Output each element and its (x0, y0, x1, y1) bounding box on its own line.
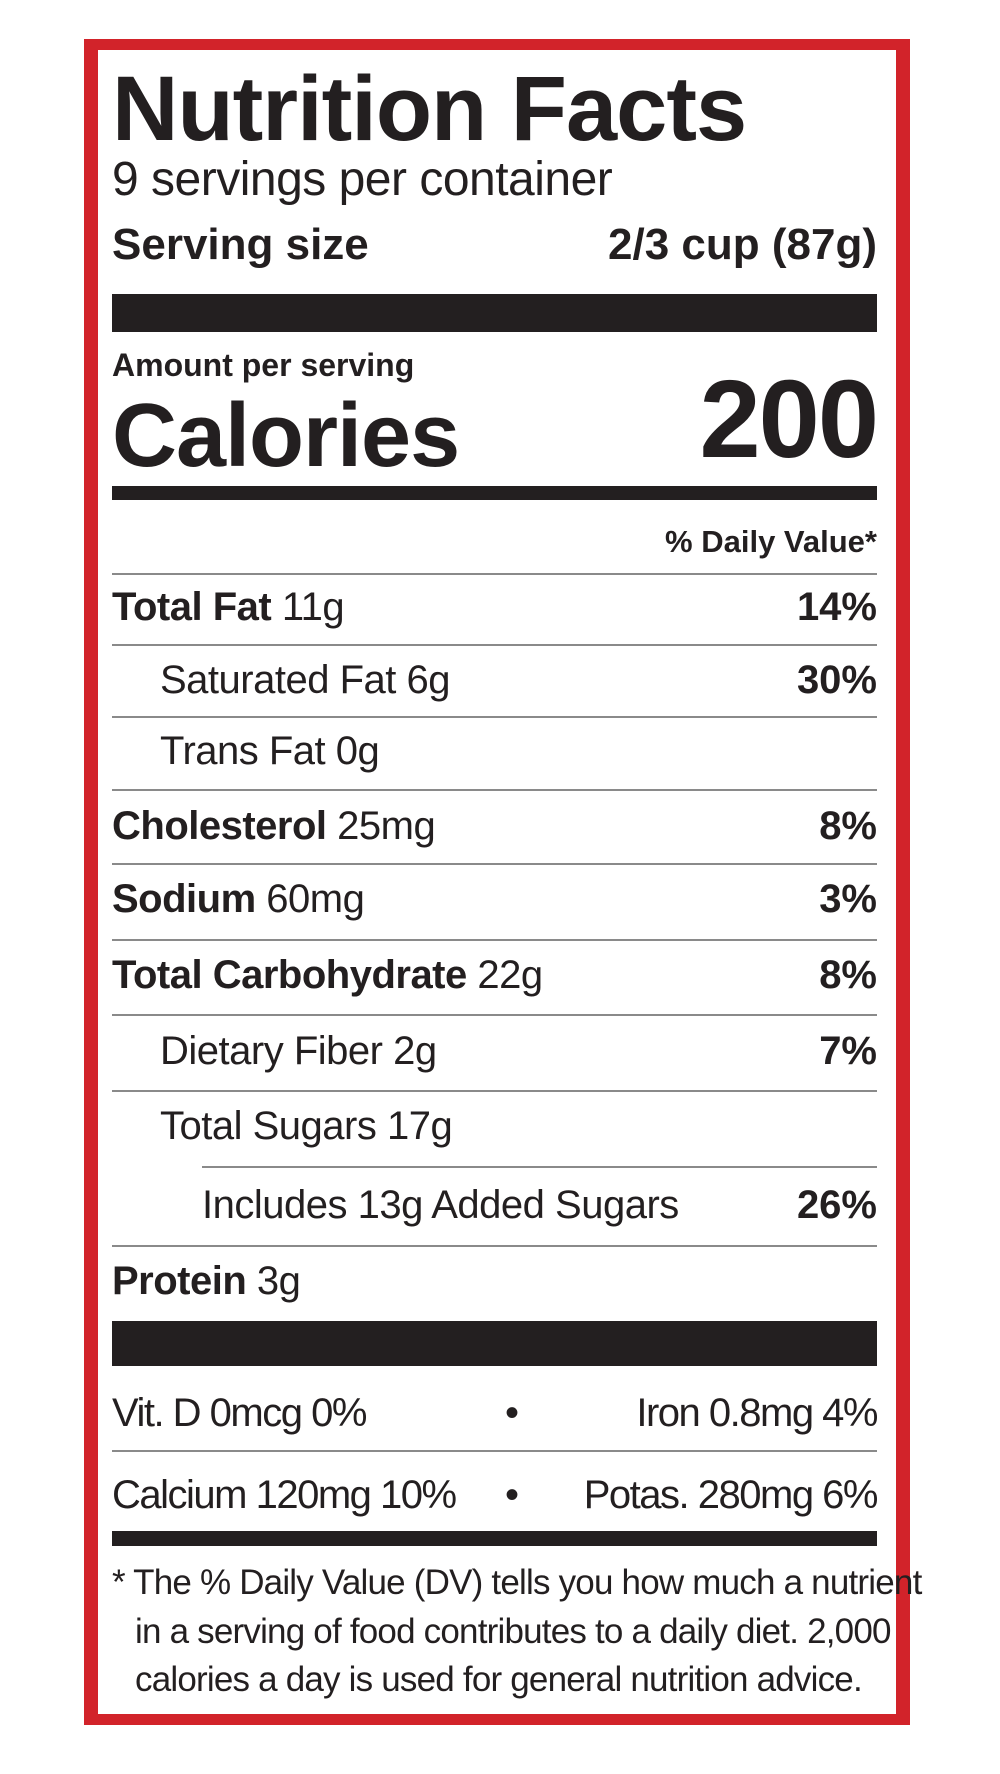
rule (112, 939, 877, 941)
amount-per-serving: Amount per serving (112, 346, 415, 383)
nutrient-row: Saturated Fat 6g (160, 656, 450, 704)
title: Nutrition Facts (112, 57, 747, 160)
serving-size-label: Serving size (112, 219, 369, 269)
rule (112, 1014, 877, 1016)
nutrient-name: Total Carbohydrate (112, 953, 467, 997)
nutrient-row: Total Sugars 17g (160, 1102, 453, 1150)
thick-bar (112, 1321, 877, 1366)
nutrient-dv: 8% (819, 804, 877, 848)
nutrient-row: Total Fat 11g (112, 583, 345, 631)
nutrient-row: Total Carbohydrate 22g (112, 951, 543, 999)
vitamin: Calcium 120mg 10% (112, 1473, 457, 1517)
nutrient-name: Total Fat (112, 585, 272, 629)
nutrient-dv: 8% (819, 953, 877, 997)
rule (112, 1245, 877, 1247)
dv-header: % Daily Value* (665, 524, 877, 560)
medium-bar (112, 1531, 877, 1546)
nutrient-row: Includes 13g Added Sugars (202, 1181, 679, 1229)
nutrient-dv: 3% (819, 877, 877, 921)
nutrient-amount: 60mg (266, 877, 365, 921)
serving-size: 2/3 cup (87g) (608, 219, 877, 269)
footnote: * The % Daily Value (DV) tells you how m… (112, 1563, 922, 1602)
nutrient-amount: 11g (281, 585, 345, 629)
rule (112, 789, 877, 791)
nutrient-row: Cholesterol 25mg (112, 802, 436, 850)
bullet: • (505, 1391, 520, 1435)
rule (112, 573, 877, 575)
nutrient-row: Protein 3g (112, 1257, 301, 1305)
nutrient-amount: 3g (256, 1259, 301, 1303)
nutrient-name: Saturated Fat (160, 658, 396, 702)
footnote: in a serving of food contributes to a da… (135, 1612, 891, 1651)
nutrient-dv: 7% (819, 1029, 877, 1073)
nutrient-amount: 25mg (337, 804, 436, 848)
nutrient-row: Dietary Fiber 2g (160, 1027, 437, 1075)
rule (112, 1450, 877, 1452)
nutrient-name: Cholesterol (112, 804, 327, 848)
nutrient-name: Total Sugars (160, 1104, 377, 1148)
nutrient-amount: 0g (335, 729, 380, 773)
nutrient-name: Dietary Fiber (160, 1029, 383, 1073)
vitamin: Potas. 280mg 6% (583, 1473, 879, 1517)
nutrient-name: Sodium (112, 877, 256, 921)
calories-label: Calories (112, 386, 460, 486)
nutrient-row: Trans Fat 0g (160, 727, 380, 775)
rule (202, 1166, 877, 1168)
nutrient-dv: 14% (796, 585, 877, 629)
footnote: calories a day is used for general nutri… (135, 1660, 863, 1699)
thick-bar (112, 294, 877, 332)
rule (112, 1090, 877, 1092)
nutrient-row: Sodium 60mg (112, 875, 365, 923)
nutrient-name: Includes 13g Added Sugars (202, 1183, 679, 1227)
rule (112, 644, 877, 646)
nutrient-amount: 2g (393, 1029, 437, 1073)
nutrient-dv: 30% (796, 658, 877, 702)
nutrient-amount: 22g (477, 953, 543, 997)
nutrient-dv: 26% (796, 1183, 877, 1227)
rule (112, 863, 877, 865)
nutrient-amount: 6g (406, 658, 451, 702)
nutrient-amount: 17g (386, 1104, 453, 1148)
calories-value: 200 (699, 358, 879, 481)
nutrient-name: Protein (112, 1259, 247, 1303)
vitamin: Vit. D 0mcg 0% (112, 1391, 367, 1435)
vitamin: Iron 0.8mg 4% (636, 1391, 878, 1435)
bullet: • (505, 1473, 520, 1517)
nutrient-name: Trans Fat (160, 729, 326, 773)
medium-bar (112, 486, 877, 500)
rule (112, 716, 877, 718)
servings: 9 servings per container (112, 153, 613, 207)
